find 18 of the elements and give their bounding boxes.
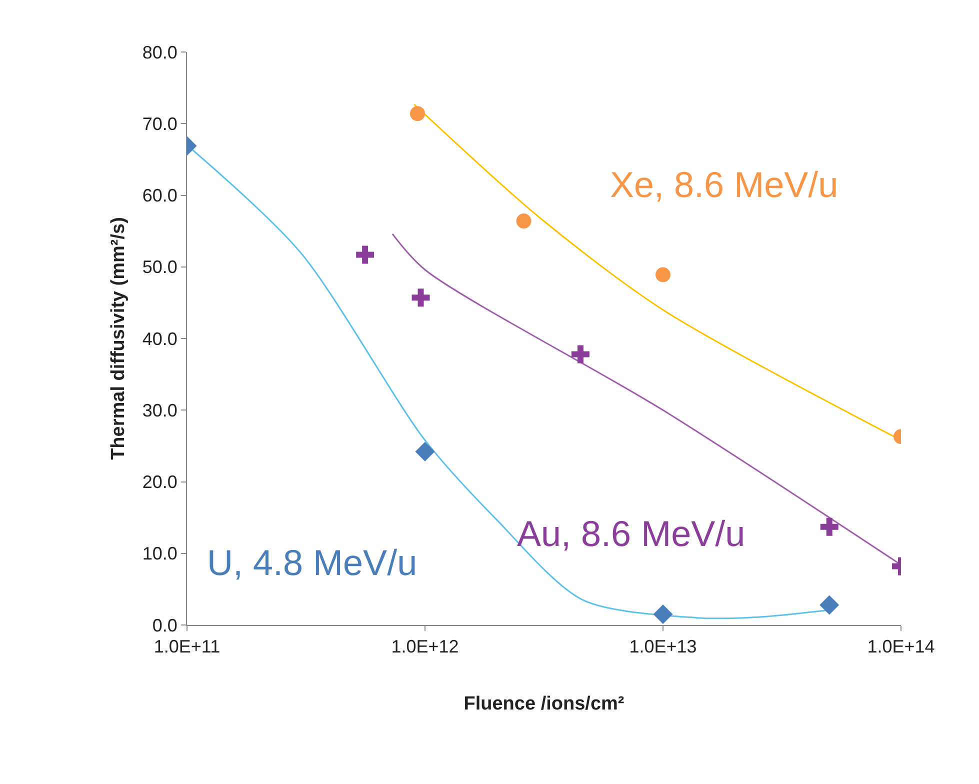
y-tick-label: 60.0 [142,186,178,206]
x-axis-title: Fluence /ions/cm² [464,693,624,714]
x-tick-label: 1.0E+13 [629,636,697,657]
y-tick-label: 40.0 [142,328,178,349]
y-tick-label: 0.0 [152,615,178,636]
text: U, 4.8 MeV/u [207,542,418,583]
x-tick-label: 1.0E+11 [154,636,220,657]
x-tick-label: 1.0E+12 [391,636,459,657]
y-tick-label: 20.0 [142,472,178,492]
text: Au, 8.6 MeV/u [517,513,746,554]
y-tick-label: 80.0 [142,42,178,62]
y-tick-label: 50.0 [142,257,178,278]
x-tick-label: 1.0E+14 [867,636,935,657]
text: Xe, 8.6 MeV/u [610,164,838,205]
y-tick-label: 10.0 [142,544,178,564]
y-tick-label: 30.0 [142,400,178,420]
y-tick-label: 70.0 [142,114,178,134]
y-axis-title: Thermal diffusivity (mm²/s) [108,217,130,460]
